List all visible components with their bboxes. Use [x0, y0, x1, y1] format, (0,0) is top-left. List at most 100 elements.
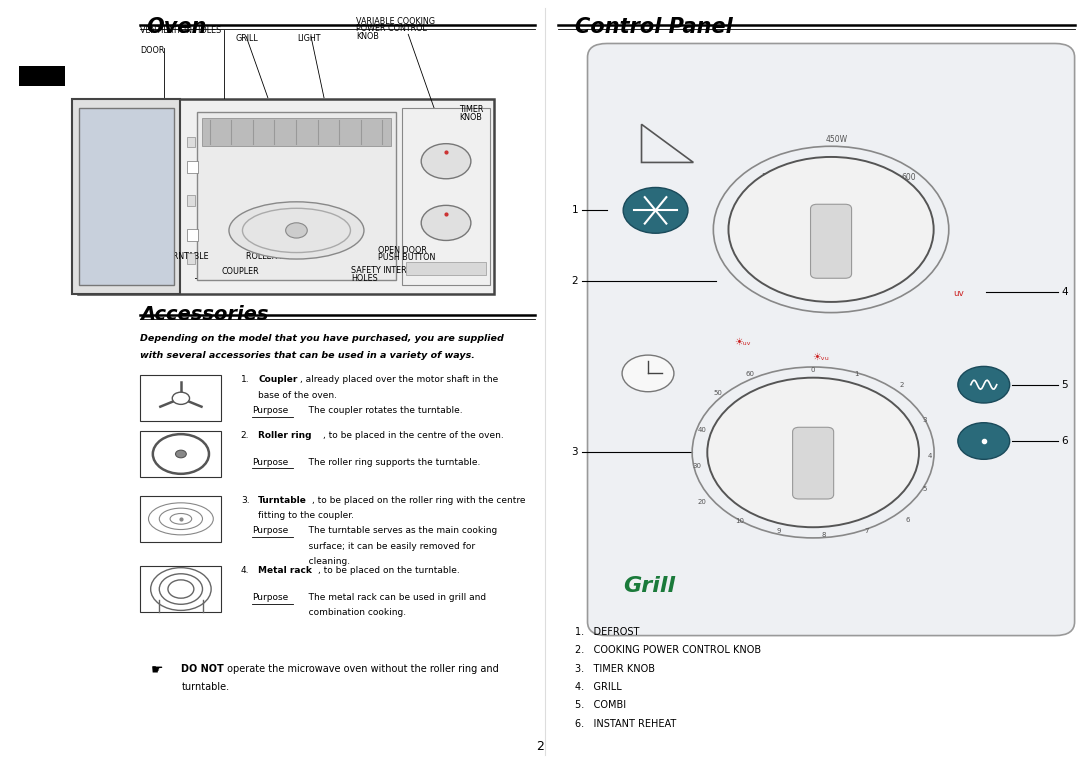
Text: base of the oven.: base of the oven.: [258, 391, 337, 400]
Bar: [140, 375, 221, 421]
Text: , to be placed on the turntable.: , to be placed on the turntable.: [318, 566, 459, 575]
Text: POWER CONTROL: POWER CONTROL: [356, 24, 428, 34]
Bar: [140, 566, 221, 612]
Text: combination cooking.: combination cooking.: [300, 608, 406, 617]
Text: Metal rack: Metal rack: [258, 566, 312, 575]
Text: DOOR: DOOR: [140, 46, 165, 55]
Text: 9: 9: [777, 528, 781, 534]
Bar: [140, 431, 221, 477]
Text: ROLLER RING: ROLLER RING: [246, 252, 300, 261]
Text: Purpose: Purpose: [252, 406, 288, 415]
Text: Purpose: Purpose: [252, 526, 288, 536]
Text: 1: 1: [854, 371, 859, 377]
Text: 1.: 1.: [241, 375, 249, 385]
Text: operate the microwave oven without the roller ring and: operate the microwave oven without the r…: [224, 664, 498, 674]
Text: The metal rack can be used in grill and: The metal rack can be used in grill and: [300, 593, 486, 602]
Text: Depending on the model that you have purchased, you are supplied: Depending on the model that you have pur…: [140, 334, 504, 343]
Text: The roller ring supports the turntable.: The roller ring supports the turntable.: [300, 458, 481, 467]
Text: DO NOT: DO NOT: [181, 664, 225, 674]
Text: , already placed over the motor shaft in the: , already placed over the motor shaft in…: [300, 375, 498, 385]
Text: 50: 50: [714, 390, 723, 396]
Text: LIGHT: LIGHT: [297, 34, 321, 43]
Text: Purpose: Purpose: [252, 593, 288, 602]
Text: ᵤᵥ: ᵤᵥ: [953, 285, 964, 299]
Text: DOOR LATCHES: DOOR LATCHES: [89, 263, 151, 272]
Text: TIMER: TIMER: [459, 105, 484, 114]
Text: surface; it can be easily removed for: surface; it can be easily removed for: [300, 542, 475, 551]
Bar: [187, 230, 198, 242]
Text: 3.   TIMER KNOB: 3. TIMER KNOB: [575, 664, 654, 674]
Text: KNOB: KNOB: [356, 32, 379, 41]
Text: Turntable: Turntable: [258, 496, 307, 505]
Text: OPEN DOOR: OPEN DOOR: [378, 246, 427, 255]
Text: 6: 6: [906, 517, 910, 523]
Text: 450W: 450W: [825, 135, 848, 144]
Circle shape: [421, 205, 471, 240]
Text: 30: 30: [692, 463, 701, 469]
Text: ☛: ☛: [151, 664, 164, 678]
Circle shape: [958, 423, 1010, 459]
Bar: [406, 262, 486, 275]
Text: 750: 750: [913, 237, 927, 246]
Text: SAFETY INTERLOCK: SAFETY INTERLOCK: [351, 266, 428, 275]
Bar: [187, 161, 198, 173]
Text: Grill: Grill: [623, 576, 675, 596]
FancyBboxPatch shape: [810, 204, 852, 278]
Text: 0: 0: [811, 367, 815, 373]
Text: EN: EN: [35, 71, 50, 82]
Text: 100: 100: [729, 237, 743, 246]
Text: 6.   INSTANT REHEAT: 6. INSTANT REHEAT: [575, 719, 676, 729]
Text: 4: 4: [1062, 287, 1068, 297]
FancyBboxPatch shape: [793, 427, 834, 499]
Text: turntable.: turntable.: [181, 682, 230, 692]
Circle shape: [285, 223, 307, 238]
Text: PUSH BUTTON: PUSH BUTTON: [378, 253, 435, 262]
Text: , to be placed in the centre of the oven.: , to be placed in the centre of the oven…: [324, 431, 504, 440]
FancyBboxPatch shape: [588, 43, 1075, 636]
Circle shape: [622, 355, 674, 391]
Text: ☀ᵤᵥ: ☀ᵤᵥ: [734, 336, 751, 346]
Circle shape: [958, 366, 1010, 403]
Text: 5: 5: [1062, 380, 1068, 390]
Text: Oven: Oven: [146, 17, 206, 37]
Text: VARIABLE COOKING: VARIABLE COOKING: [356, 17, 435, 26]
Bar: [140, 496, 221, 542]
Text: 3: 3: [922, 417, 927, 423]
Text: 2: 2: [536, 739, 544, 753]
Text: Accessories: Accessories: [140, 305, 269, 324]
Text: 7: 7: [865, 528, 869, 534]
Text: 2.   COOKING POWER CONTROL KNOB: 2. COOKING POWER CONTROL KNOB: [575, 645, 760, 655]
Text: Roller ring: Roller ring: [258, 431, 312, 440]
FancyBboxPatch shape: [19, 66, 65, 86]
Text: 4.: 4.: [241, 566, 249, 575]
Text: 3: 3: [571, 447, 578, 458]
Ellipse shape: [229, 202, 364, 259]
Text: The turntable serves as the main cooking: The turntable serves as the main cooking: [300, 526, 498, 536]
Text: 10: 10: [735, 518, 744, 524]
Text: 2: 2: [571, 276, 578, 286]
Text: 8: 8: [822, 532, 826, 538]
Text: 1.   DEFROST: 1. DEFROST: [575, 627, 639, 637]
Text: Control Panel: Control Panel: [575, 17, 732, 37]
Text: 5.   COMBI: 5. COMBI: [575, 700, 625, 710]
Text: 2.: 2.: [241, 431, 249, 440]
Text: ☀ᵥᵤ: ☀ᵥᵤ: [812, 352, 828, 362]
Text: 40: 40: [698, 427, 706, 433]
Text: 60: 60: [746, 371, 755, 377]
Bar: [197, 112, 396, 280]
Text: 3.: 3.: [241, 496, 249, 505]
Text: 300: 300: [761, 173, 775, 182]
Text: , to be placed on the roller ring with the centre: , to be placed on the roller ring with t…: [311, 496, 525, 505]
Text: cleaning.: cleaning.: [300, 557, 350, 566]
Text: Coupler: Coupler: [258, 375, 297, 385]
Text: 4.   GRILL: 4. GRILL: [575, 682, 621, 692]
Bar: [187, 137, 195, 147]
Text: 5: 5: [922, 486, 927, 492]
Text: Purpose: Purpose: [252, 458, 288, 467]
Circle shape: [707, 378, 919, 527]
Text: The coupler rotates the turntable.: The coupler rotates the turntable.: [300, 406, 463, 415]
Circle shape: [729, 157, 934, 302]
Text: 1: 1: [571, 205, 578, 215]
Bar: [402, 108, 490, 285]
Text: VENTILATION HOLES: VENTILATION HOLES: [140, 26, 221, 35]
